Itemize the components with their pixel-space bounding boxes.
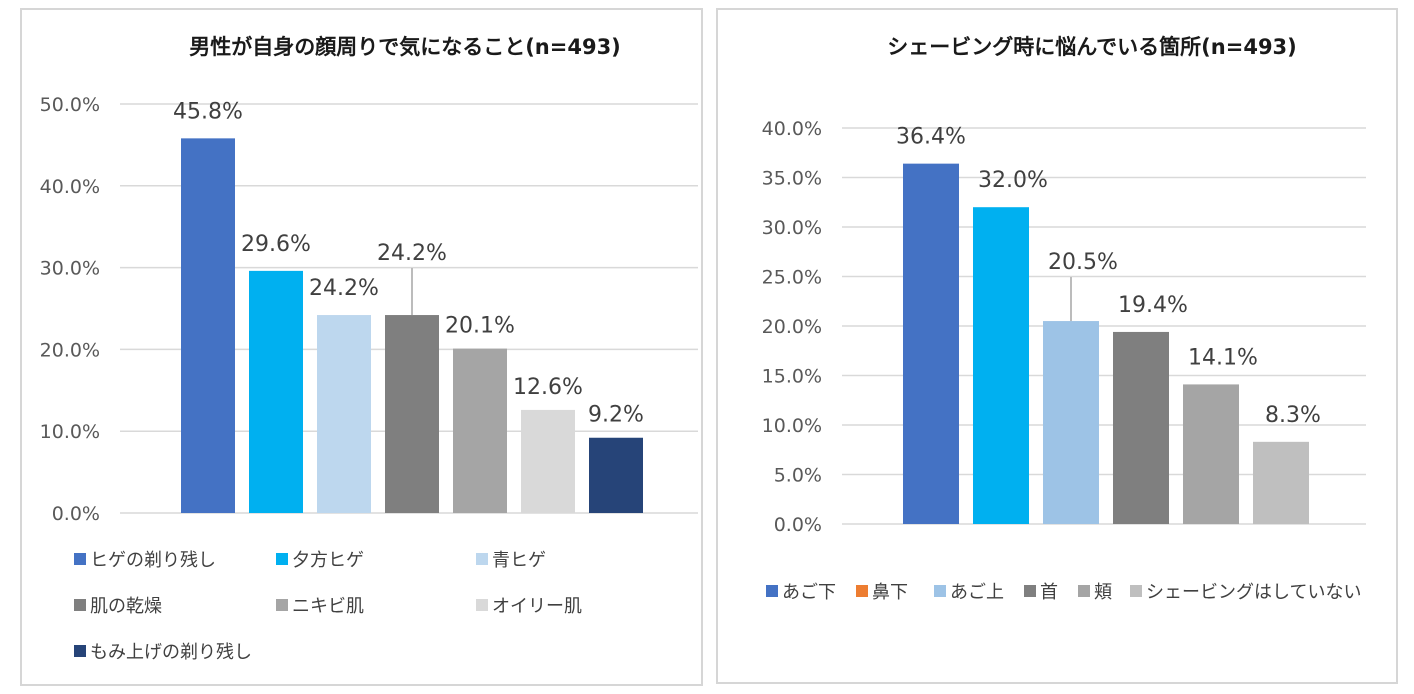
legend-label: 頬 [1094, 582, 1112, 603]
legend-label: ヒゲの剃り残し [90, 550, 216, 571]
chart-panel-left: 男性が自身の顔周りで気になること(n=493) 0.0% 10.0% 20.0% 30… [20, 8, 703, 686]
legend-label: あご下 [782, 582, 836, 603]
data-label: 24.2% [377, 241, 447, 266]
data-label: 36.4% [896, 125, 966, 150]
bar-3 [317, 315, 371, 513]
y-tick-label: 40.0% [762, 118, 822, 140]
data-label: 14.1% [1188, 345, 1258, 370]
legend-label: 青ヒゲ [492, 550, 546, 571]
bar-5 [453, 348, 507, 513]
legend-swatch [476, 553, 488, 565]
legend-swatch [1024, 585, 1036, 597]
data-label: 8.3% [1265, 403, 1321, 428]
y-tick-label: 30.0% [762, 217, 822, 239]
legend-label: あご上 [950, 582, 1004, 603]
y-tick-label: 40.0% [40, 176, 100, 198]
y-tick-label: 35.0% [762, 168, 822, 190]
legend-label: オイリー肌 [492, 596, 582, 617]
y-tick-label: 20.0% [40, 339, 100, 361]
y-tick-label: 50.0% [40, 94, 100, 116]
y-tick-label: 30.0% [40, 258, 100, 280]
bar-6 [521, 409, 575, 513]
bar-7 [589, 437, 643, 513]
bar-4 [385, 315, 439, 513]
bar-1 [181, 138, 235, 513]
bar-3 [1043, 321, 1099, 524]
legend-swatch [276, 599, 288, 611]
legend-swatch [74, 553, 86, 565]
bar-4 [1113, 331, 1169, 524]
chart-left-svg: 男性が自身の顔周りで気になること(n=493) 0.0% 10.0% 20.0% 30… [40, 35, 698, 663]
bar-2 [973, 207, 1029, 524]
y-tick-label: 0.0% [774, 514, 822, 536]
data-label: 32.0% [978, 168, 1048, 193]
data-label: 24.2% [309, 276, 379, 301]
bar-5 [1183, 384, 1239, 524]
data-label: 12.6% [513, 375, 583, 400]
data-label: 9.2% [588, 403, 644, 428]
y-tick-label: 25.0% [762, 267, 822, 289]
y-tick-label: 5.0% [774, 465, 822, 487]
y-tick-label: 20.0% [762, 316, 822, 338]
legend-label: 肌の乾燥 [90, 596, 162, 617]
legend-label: もみ上げの剃り残し [90, 642, 252, 663]
data-label: 20.1% [445, 314, 515, 339]
legend-swatch [1078, 585, 1090, 597]
legend-swatch [1130, 585, 1142, 597]
legend-label: 首 [1040, 582, 1058, 603]
data-label: 19.4% [1118, 293, 1188, 318]
legend-swatch [856, 585, 868, 597]
legend-label: ニキビ肌 [292, 596, 364, 617]
data-label: 45.8% [173, 99, 243, 124]
legend-swatch [74, 645, 86, 657]
y-tick-label: 15.0% [762, 366, 822, 388]
legend-swatch [74, 599, 86, 611]
y-tick-label: 10.0% [40, 421, 100, 443]
data-label: 29.6% [241, 232, 311, 257]
bar-1 [903, 163, 959, 524]
y-tick-label: 10.0% [762, 415, 822, 437]
chart-left-title: 男性が自身の顔周りで気になること(n=493) [189, 35, 621, 59]
chart-right-title: シェービング時に悩んでいる箇所(n=493) [887, 35, 1297, 59]
legend-swatch [934, 585, 946, 597]
y-tick-label: 0.0% [52, 503, 100, 525]
data-label: 20.5% [1048, 250, 1118, 275]
chart-panel-right: シェービング時に悩んでいる箇所(n=493) 0.0% 5.0% 10.0% 15.0… [716, 8, 1398, 684]
bar-6 [1253, 441, 1309, 524]
legend-label: シェービングはしていない [1146, 582, 1361, 603]
bar-2 [249, 270, 303, 513]
legend-label: 夕方ヒゲ [292, 550, 364, 571]
legend-label: 鼻下 [872, 582, 908, 603]
legend-swatch [276, 553, 288, 565]
legend-swatch [766, 585, 778, 597]
chart-right-svg: シェービング時に悩んでいる箇所(n=493) 0.0% 5.0% 10.0% 15.0… [762, 35, 1366, 603]
legend-swatch [476, 599, 488, 611]
